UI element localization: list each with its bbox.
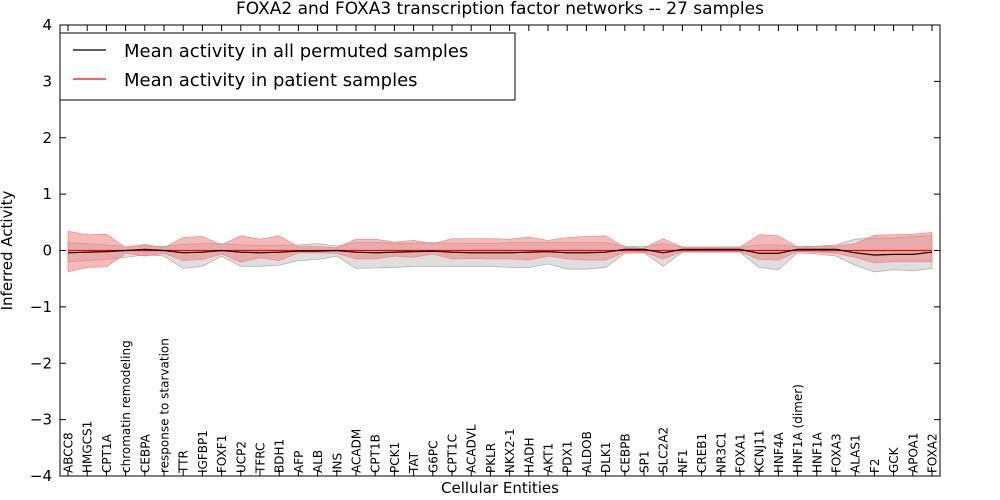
x-tick-label: HNF1A <box>810 431 824 473</box>
x-tick-label: chromatin remodeling <box>119 340 133 473</box>
permuted-mean-line <box>67 248 933 256</box>
x-tick-label: ALDOB <box>580 431 594 473</box>
legend: Mean activity in all permuted samples Me… <box>59 32 516 101</box>
legend-label-permuted: Mean activity in all permuted samples <box>124 41 468 62</box>
x-axis: ABCC8 HMGCS1 CPT1A chromatin remodeling CEBP… <box>62 25 940 476</box>
chart-title: FOXA2 and FOXA3 transcription factor net… <box>236 0 764 19</box>
y-tick-label: −4 <box>30 467 52 485</box>
x-tick-label: CEBPB <box>618 433 632 473</box>
x-tick-label: SLC2A2 <box>657 427 671 473</box>
x-tick-label: ABCC8 <box>62 432 76 473</box>
x-tick-label: PDX1 <box>561 441 575 473</box>
x-tick-label: TFRC <box>254 443 268 474</box>
x-tick-label: TAT <box>407 451 421 474</box>
y-tick-label: 3 <box>42 72 52 90</box>
y-tick-label: −1 <box>30 298 52 316</box>
x-tick-label: CPT1B <box>369 434 383 473</box>
x-tick-label: CPT1C <box>446 434 460 473</box>
x-tick-label: CREB1 <box>695 433 709 473</box>
x-tick-label: CPT1A <box>100 433 114 473</box>
x-tick-label: KCNJ11 <box>753 430 767 473</box>
x-tick-label: IGFBP1 <box>196 430 210 473</box>
x-tick-label: PKLR <box>484 443 498 473</box>
y-axis: −4 −3 −2 −1 0 1 2 3 4 <box>30 16 940 485</box>
x-tick-label: INS <box>330 453 344 473</box>
x-tick-label: NR3C1 <box>714 432 728 473</box>
x-tick-label: G6PC <box>426 440 440 473</box>
x-tick-label: NF1 <box>676 449 690 473</box>
x-tick-label: CEBPA <box>138 433 152 473</box>
confidence-bands <box>67 230 933 273</box>
x-tick-label: FOXA2 <box>926 433 940 473</box>
x-tick-label: FOXA1 <box>734 433 748 473</box>
x-tick-label: AKT1 <box>542 443 556 473</box>
x-tick-label: AFP <box>292 451 306 473</box>
y-axis-label: Inferred Activity <box>0 190 16 310</box>
x-tick-label: BDH1 <box>273 439 287 473</box>
x-tick-label: F2 <box>868 458 882 473</box>
x-tick-label: HNF4A <box>772 431 786 473</box>
patient-band <box>67 230 933 273</box>
x-tick-label: NKX2-1 <box>503 428 517 473</box>
x-tick-label: FOXF1 <box>215 435 229 473</box>
y-tick-label: 0 <box>42 242 52 260</box>
x-tick-label: HNF1A (dimer) <box>791 384 805 473</box>
x-tick-label: UCP2 <box>234 441 248 473</box>
y-tick-label: 4 <box>42 16 52 34</box>
y-tick-label: −3 <box>30 411 52 429</box>
x-tick-label: TTR <box>177 450 191 474</box>
x-tick-label: HADH <box>522 438 536 474</box>
x-tick-label: ACADVL <box>465 424 479 473</box>
x-tick-label: APOA1 <box>906 432 920 473</box>
legend-label-patient: Mean activity in patient samples <box>124 70 418 91</box>
x-tick-label: ACADM <box>350 429 364 473</box>
x-tick-label: response to starvation <box>158 338 172 473</box>
x-tick-label: GCK <box>887 446 901 473</box>
x-tick-label: HMGCS1 <box>81 421 95 473</box>
x-tick-label: ALB <box>311 450 325 473</box>
y-tick-label: −2 <box>30 354 52 372</box>
legend-box <box>59 32 516 101</box>
x-axis-label: Cellular Entities <box>441 479 559 497</box>
y-tick-label: 2 <box>42 129 52 147</box>
x-tick-label: FOXA3 <box>830 433 844 473</box>
x-tick-label: PCK1 <box>388 442 402 473</box>
x-tick-label: ALAS1 <box>849 434 863 473</box>
y-tick-label: 1 <box>42 185 52 203</box>
x-tick-label: DLK1 <box>599 442 613 473</box>
x-tick-label: SP1 <box>638 451 652 474</box>
series-lines <box>67 248 933 256</box>
